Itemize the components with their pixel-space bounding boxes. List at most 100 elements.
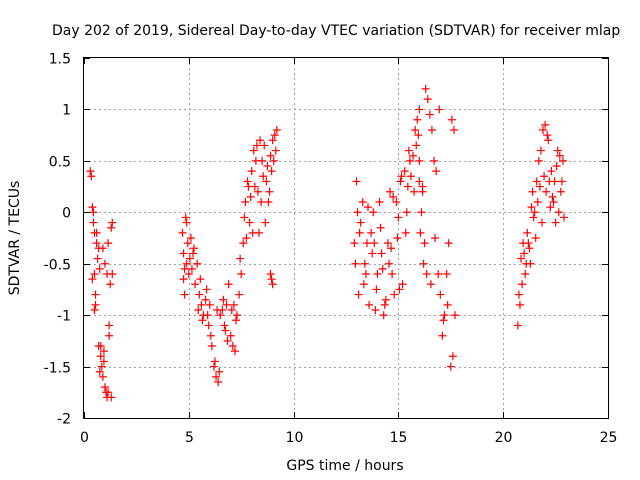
- data-point: [536, 146, 545, 155]
- x-tick-label: 25: [600, 430, 618, 446]
- data-point: [387, 244, 396, 253]
- data-point: [242, 234, 251, 242]
- data-point: [268, 280, 277, 289]
- data-point: [193, 259, 202, 268]
- data-point: [370, 239, 379, 248]
- data-point: [404, 146, 413, 155]
- data-point: [546, 203, 555, 212]
- data-point: [104, 239, 113, 248]
- data-point: [386, 187, 395, 196]
- data-point: [205, 300, 214, 309]
- data-point: [100, 383, 109, 392]
- data-point: [425, 110, 434, 119]
- data-point: [246, 192, 255, 201]
- data-point: [105, 321, 114, 330]
- series-segment-3: [239, 126, 281, 289]
- data-point: [416, 228, 425, 237]
- data-point: [355, 228, 364, 237]
- data-point: [380, 300, 389, 309]
- data-point: [535, 182, 544, 191]
- x-axis-label: GPS time / hours: [286, 458, 403, 474]
- data-point: [395, 285, 404, 294]
- series-segment-5: [415, 84, 459, 371]
- data-point: [233, 311, 242, 320]
- data-point: [216, 311, 225, 320]
- data-point: [93, 254, 102, 263]
- data-point: [186, 234, 195, 242]
- data-point: [550, 177, 559, 186]
- data-point: [375, 198, 384, 206]
- data-point: [267, 167, 276, 176]
- x-tick-label: 5: [185, 430, 194, 446]
- series-segment-4: [350, 105, 424, 320]
- data-point: [388, 270, 397, 278]
- data-point: [403, 182, 412, 191]
- data-point: [106, 280, 115, 289]
- data-point: [224, 280, 233, 289]
- x-tick-label: 15: [390, 430, 408, 446]
- data-point: [237, 270, 246, 278]
- data-point: [367, 228, 376, 237]
- data-point: [525, 244, 534, 253]
- data-point: [365, 300, 374, 309]
- data-point: [87, 172, 96, 181]
- data-point: [518, 280, 527, 289]
- y-tick-label: 1: [62, 103, 71, 119]
- data-point: [401, 228, 410, 237]
- data-point: [95, 367, 104, 376]
- data-point: [371, 306, 380, 314]
- data-point: [528, 187, 537, 196]
- data-point: [412, 141, 421, 150]
- data-point: [369, 208, 378, 217]
- data-point: [419, 259, 428, 268]
- data-point: [551, 218, 560, 227]
- data-point: [394, 213, 403, 222]
- data-point: [100, 259, 109, 268]
- data-point: [392, 198, 401, 206]
- data-point: [248, 228, 257, 237]
- data-point: [206, 331, 215, 340]
- data-point: [558, 156, 567, 165]
- y-tick-label: -1.5: [44, 361, 71, 377]
- data-point: [92, 228, 101, 237]
- data-point: [219, 295, 228, 304]
- data-point: [446, 362, 455, 371]
- data-point: [449, 126, 458, 134]
- data-point: [409, 151, 418, 160]
- data-point: [430, 156, 439, 165]
- data-point: [406, 172, 415, 181]
- data-point: [398, 280, 407, 289]
- data-point: [431, 234, 440, 242]
- data-point: [442, 270, 451, 278]
- data-point: [358, 198, 367, 206]
- data-point: [108, 218, 117, 227]
- data-point: [415, 105, 424, 114]
- data-point: [435, 105, 444, 114]
- data-point: [262, 177, 271, 186]
- data-point: [362, 239, 371, 248]
- data-point: [261, 218, 270, 227]
- data-point: [396, 177, 405, 186]
- data-point: [523, 228, 532, 237]
- data-point: [203, 311, 212, 320]
- data-point: [188, 249, 197, 258]
- plot-frame: [83, 57, 609, 419]
- data-point: [211, 357, 219, 366]
- grid-lines: [84, 58, 608, 418]
- data-point: [187, 264, 196, 273]
- y-tick-label: -1: [57, 309, 71, 325]
- data-point: [532, 177, 541, 186]
- data-point: [235, 290, 244, 299]
- data-point: [89, 218, 98, 227]
- data-point: [209, 362, 218, 371]
- data-point: [393, 234, 402, 242]
- data-point: [542, 187, 551, 196]
- data-point: [90, 306, 99, 314]
- data-point: [258, 156, 267, 165]
- data-point: [221, 326, 230, 335]
- data-point: [519, 239, 528, 248]
- y-tick-label: -2: [57, 412, 71, 428]
- data-point: [213, 306, 222, 314]
- data-point: [397, 172, 406, 181]
- data-point: [105, 331, 114, 340]
